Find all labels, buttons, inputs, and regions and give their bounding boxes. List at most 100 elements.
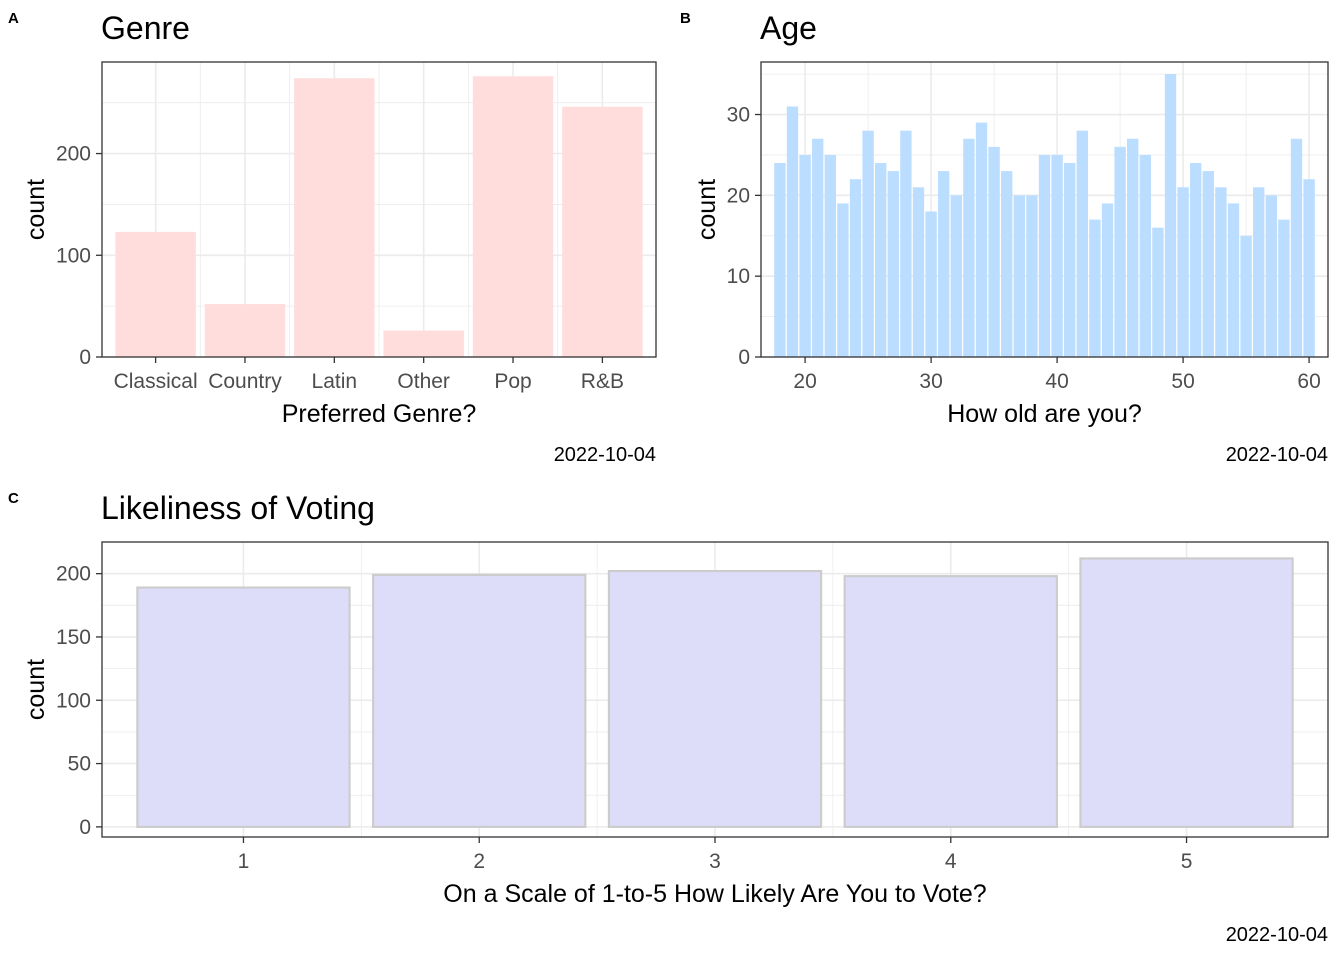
x-tick-label: Classical	[114, 370, 198, 393]
bar	[1164, 74, 1177, 357]
bar	[562, 106, 643, 357]
panel-age: B Age 0 10 20 30 20 30 40 50 60 How old are you?…	[680, 10, 1329, 466]
bar	[1202, 171, 1214, 357]
chart-title: Age	[760, 10, 817, 46]
bar	[1253, 187, 1265, 357]
x-tick-label: 3	[709, 850, 721, 873]
bar	[786, 106, 799, 357]
bar	[1152, 227, 1164, 357]
panel-tag: B	[680, 10, 691, 27]
caption: 2022-10-04	[1226, 444, 1328, 466]
bar	[1001, 171, 1013, 357]
bar	[862, 130, 874, 357]
bars	[115, 76, 643, 357]
bar	[1101, 203, 1114, 357]
bar	[843, 575, 1058, 828]
bars	[136, 557, 1294, 828]
bars	[774, 74, 1315, 357]
bar	[383, 330, 464, 357]
y-axis-title: count	[22, 659, 50, 720]
bar	[1127, 138, 1139, 357]
bar	[812, 138, 824, 357]
x-tick-label: 1	[238, 850, 250, 873]
y-tick-label: 0	[79, 346, 91, 369]
bar	[975, 122, 988, 357]
x-tick-label: 4	[945, 850, 957, 873]
bar	[115, 231, 196, 357]
x-tick-label: Other	[397, 370, 450, 393]
x-tick-label: 20	[793, 370, 816, 393]
bar	[607, 570, 823, 828]
x-axis-title: On a Scale of 1-to-5 How Likely Are You …	[443, 880, 986, 908]
bar	[1240, 235, 1252, 357]
x-tick-label: 30	[919, 370, 942, 393]
bar	[294, 78, 375, 357]
y-tick-label: 50	[68, 753, 91, 776]
bar	[1177, 187, 1189, 357]
x-axis-title: Preferred Genre?	[282, 400, 477, 428]
chart-title: Likeliness of Voting	[101, 490, 375, 526]
x-tick-label: 40	[1045, 370, 1068, 393]
bar	[950, 195, 962, 357]
bar	[837, 203, 849, 357]
x-tick-label: 5	[1181, 850, 1193, 873]
bar	[136, 586, 351, 828]
plot-frame	[101, 61, 657, 358]
bar	[1190, 163, 1202, 357]
bar	[1013, 195, 1025, 357]
bar	[1079, 557, 1294, 828]
bar	[472, 76, 554, 357]
x-tick-label: 50	[1171, 370, 1194, 393]
caption: 2022-10-04	[554, 444, 656, 466]
ticks: 0 50 100 150 200 1 2 3 4 5	[56, 563, 1192, 873]
y-tick-label: 100	[56, 689, 91, 712]
panel-voting: C Likeliness of Voting 0 50 100 150 200 1 2 3 4 5…	[8, 490, 1329, 946]
bar	[1076, 130, 1088, 357]
bar	[1290, 138, 1303, 357]
x-tick-label: Latin	[312, 370, 358, 393]
caption: 2022-10-04	[1226, 924, 1328, 946]
panel-tag: A	[8, 10, 19, 27]
bar	[1114, 146, 1126, 357]
bar	[963, 138, 975, 357]
bar	[774, 163, 786, 357]
bar	[372, 573, 587, 828]
bar	[1089, 219, 1101, 357]
bar	[204, 304, 286, 357]
bar	[1265, 195, 1277, 357]
y-tick-label: 30	[727, 104, 750, 127]
bar	[1051, 154, 1063, 357]
bar	[988, 146, 1000, 357]
bar	[1278, 219, 1290, 357]
panel-tag: C	[8, 490, 19, 507]
x-tick-label: 2	[473, 850, 485, 873]
bar	[1139, 154, 1151, 357]
plot-frame	[760, 61, 1329, 358]
bar	[1227, 203, 1240, 357]
bar	[887, 171, 899, 357]
bar	[1215, 187, 1227, 357]
y-axis-title: count	[693, 179, 721, 240]
y-tick-label: 0	[738, 346, 750, 369]
bar	[1026, 195, 1038, 357]
y-tick-label: 10	[727, 265, 750, 288]
y-tick-label: 200	[56, 563, 91, 586]
ticks: 0 100 200 Classical Country Latin Other Pop R&B	[56, 143, 624, 393]
bar	[925, 211, 937, 357]
y-tick-label: 100	[56, 244, 91, 267]
y-axis-title: count	[22, 179, 50, 240]
x-tick-label: 60	[1297, 370, 1320, 393]
bar	[912, 187, 925, 357]
bar	[1038, 154, 1051, 357]
x-tick-label: Country	[208, 370, 282, 393]
bar	[900, 130, 912, 357]
y-tick-label: 20	[727, 184, 750, 207]
bar	[875, 163, 887, 357]
x-axis-title: How old are you?	[947, 400, 1142, 428]
bar	[824, 154, 836, 357]
x-tick-label: R&B	[581, 370, 624, 393]
bar	[849, 179, 862, 357]
ticks: 0 10 20 30 20 30 40 50 60	[727, 104, 1321, 393]
bar	[1303, 179, 1315, 357]
chart-title: Genre	[101, 10, 190, 46]
